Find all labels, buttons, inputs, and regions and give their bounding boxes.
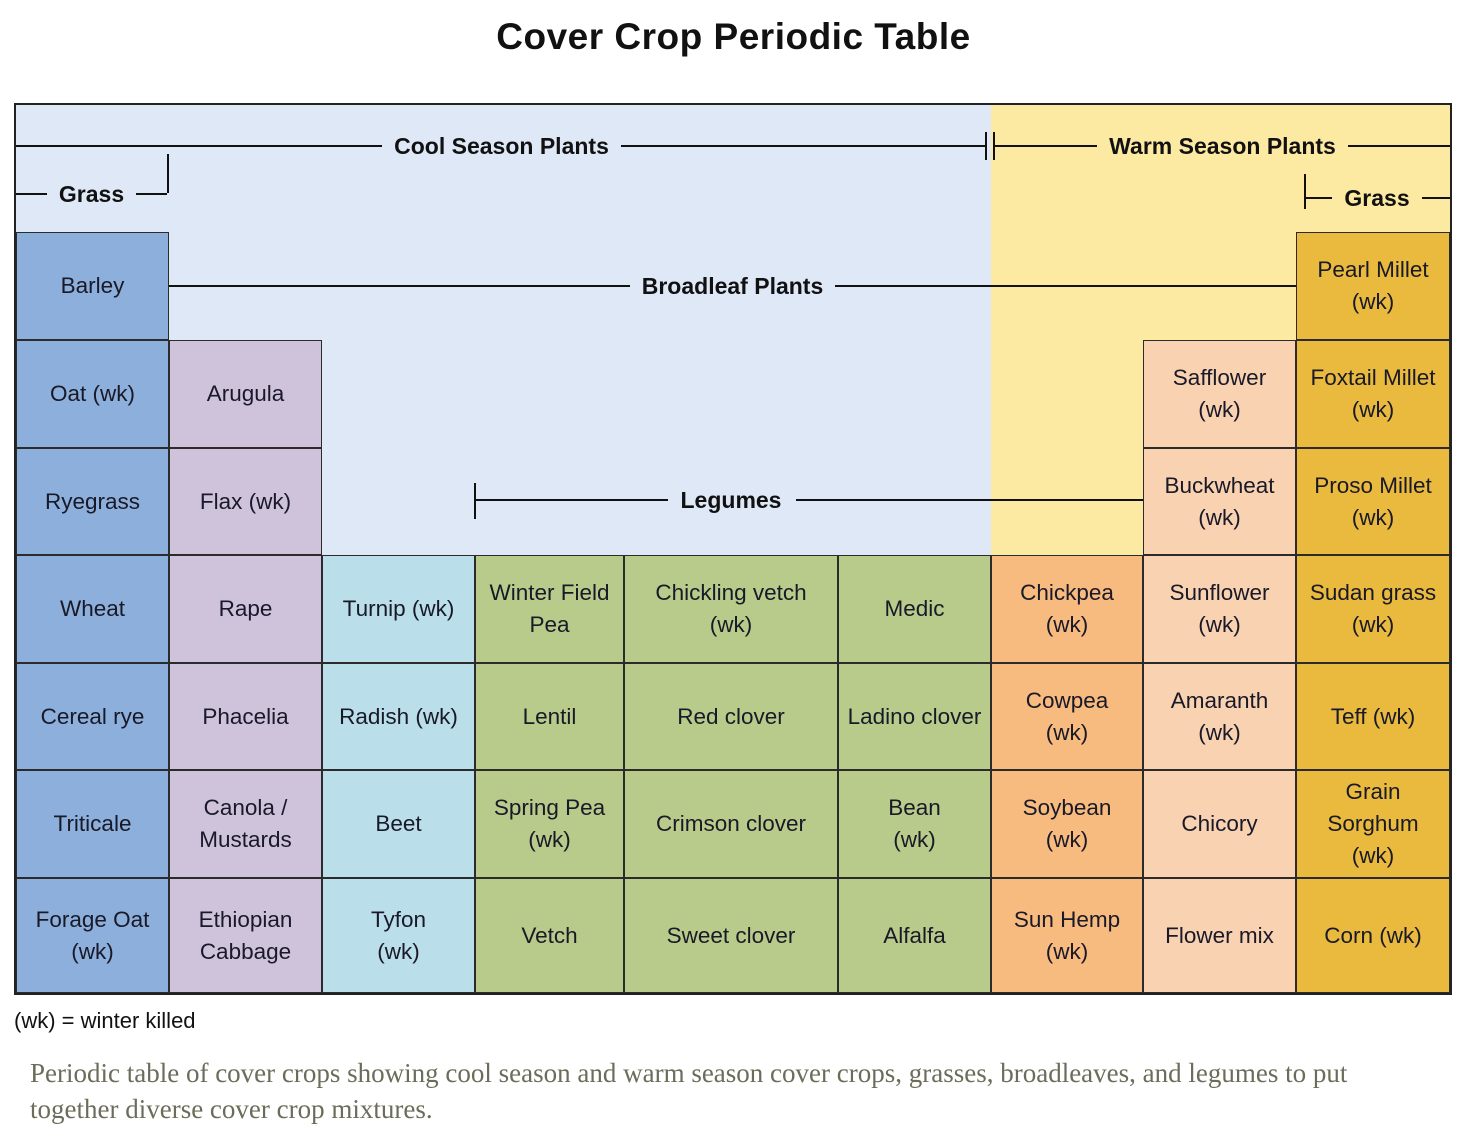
crop-cell-corn-wk: Corn (wk) (1296, 878, 1450, 993)
warm-season-bracket: Warm Season Plants (995, 132, 1451, 159)
crop-cell-rape: Rape (169, 555, 322, 663)
grass-left-line-left (16, 193, 47, 195)
season-divider-tick-left (985, 132, 987, 160)
warm-season-line-left (995, 145, 1098, 147)
crop-cell-sudan-grass-wk: Sudan grass (wk) (1296, 555, 1450, 663)
crop-cell-triticale: Triticale (16, 770, 169, 878)
cool-season-label: Cool Season Plants (394, 132, 609, 159)
crop-cell-medic: Medic (838, 555, 991, 663)
crop-cell-grain-sorghum-wk: Grain Sorghum (wk) (1296, 770, 1450, 878)
crop-cell-foxtail-millet-wk: Foxtail Millet (wk) (1296, 340, 1450, 448)
grass-left-bracket: Grass (16, 181, 167, 207)
crop-cell-flower-mix: Flower mix (1143, 878, 1296, 993)
crop-cell-tyfon-wk: Tyfon (wk) (322, 878, 475, 993)
crop-cell-chicory: Chicory (1143, 770, 1296, 878)
legumes-line-left (476, 499, 668, 501)
periodic-table: Cool Season Plants Warm Season Plants Gr… (14, 103, 1452, 995)
crop-cell-alfalfa: Alfalfa (838, 878, 991, 993)
grass-right-line-right (1421, 197, 1450, 199)
warm-season-label: Warm Season Plants (1109, 132, 1336, 159)
crop-cell-ryegrass: Ryegrass (16, 448, 169, 555)
cool-season-line-left (16, 145, 383, 147)
warm-season-line-right (1347, 145, 1451, 147)
legumes-tick (474, 483, 476, 519)
page-title: Cover Crop Periodic Table (496, 16, 971, 57)
crop-cell-cowpea-wk: Cowpea (wk) (991, 663, 1143, 770)
crop-cell-flax-wk: Flax (wk) (169, 448, 322, 555)
crop-cell-safflower-wk: Safflower (wk) (1143, 340, 1296, 448)
cool-season-line-right (620, 145, 987, 147)
season-divider-tick-right (993, 132, 995, 160)
crop-cell-canola-mustards: Canola / Mustards (169, 770, 322, 878)
broadleaf-line-right (835, 285, 1296, 287)
grass-left-line-right (136, 193, 167, 195)
legumes-label: Legumes (680, 487, 782, 513)
crop-cell-soybean-wk: Soybean (wk) (991, 770, 1143, 878)
crop-cell-cereal-rye: Cereal rye (16, 663, 169, 770)
broadleaf-bracket: Broadleaf Plants (169, 273, 1296, 299)
crop-cell-beet: Beet (322, 770, 475, 878)
crop-cell-chickpea-wk: Chickpea (wk) (991, 555, 1143, 663)
broadleaf-line-left (169, 285, 630, 287)
grass-right-bracket: Grass (1304, 185, 1450, 211)
crop-cell-pearl-millet-wk: Pearl Millet (wk) (1296, 232, 1450, 340)
grass-left-tick (167, 154, 169, 193)
crop-cell-vetch: Vetch (475, 878, 624, 993)
grass-left-label: Grass (58, 180, 125, 207)
caption: Periodic table of cover crops showing co… (30, 1058, 1348, 1125)
crop-cell-sun-hemp-wk: Sun Hemp (wk) (991, 878, 1143, 993)
crop-cell-crimson-clover: Crimson clover (624, 770, 838, 878)
crop-cell-winter-field-pea: Winter Field Pea (475, 555, 624, 663)
crop-cell-bean-wk: Bean (wk) (838, 770, 991, 878)
cool-season-bracket: Cool Season Plants (16, 133, 987, 159)
grass-right-line-left (1304, 197, 1333, 199)
crop-cell-arugula: Arugula (169, 340, 322, 448)
winter-killed-note: (wk) = winter killed (14, 1008, 196, 1033)
crop-cell-chickling-vetch-wk: Chickling vetch (wk) (624, 555, 838, 663)
legumes-line-right (796, 499, 1143, 501)
crop-cell-oat-wk: Oat (wk) (16, 340, 169, 448)
crop-cell-wheat: Wheat (16, 555, 169, 663)
broadleaf-label: Broadleaf Plants (641, 272, 824, 299)
crop-cell-radish-wk: Radish (wk) (322, 663, 475, 770)
crop-cell-ethiopian-cabbage: Ethiopian Cabbage (169, 878, 322, 993)
crop-cell-lentil: Lentil (475, 663, 624, 770)
crop-cell-proso-millet-wk: Proso Millet (wk) (1296, 448, 1450, 555)
crop-cell-phacelia: Phacelia (169, 663, 322, 770)
crop-cell-sweet-clover: Sweet clover (624, 878, 838, 993)
crop-cell-amaranth-wk: Amaranth (wk) (1143, 663, 1296, 770)
crop-cell-teff-wk: Teff (wk) (1296, 663, 1450, 770)
crop-cell-forage-oat-wk: Forage Oat (wk) (16, 878, 169, 993)
crop-cell-turnip-wk: Turnip (wk) (322, 555, 475, 663)
crop-cell-barley: Barley (16, 232, 169, 340)
crop-cell-ladino-clover: Ladino clover (838, 663, 991, 770)
crop-cell-sunflower-wk: Sunflower (wk) (1143, 555, 1296, 663)
grass-right-label: Grass (1344, 184, 1410, 211)
grass-right-tick (1304, 174, 1306, 209)
crop-cell-red-clover: Red clover (624, 663, 838, 770)
crop-cell-spring-pea-wk: Spring Pea (wk) (475, 770, 624, 878)
crop-cell-buckwheat-wk: Buckwheat (wk) (1143, 448, 1296, 555)
